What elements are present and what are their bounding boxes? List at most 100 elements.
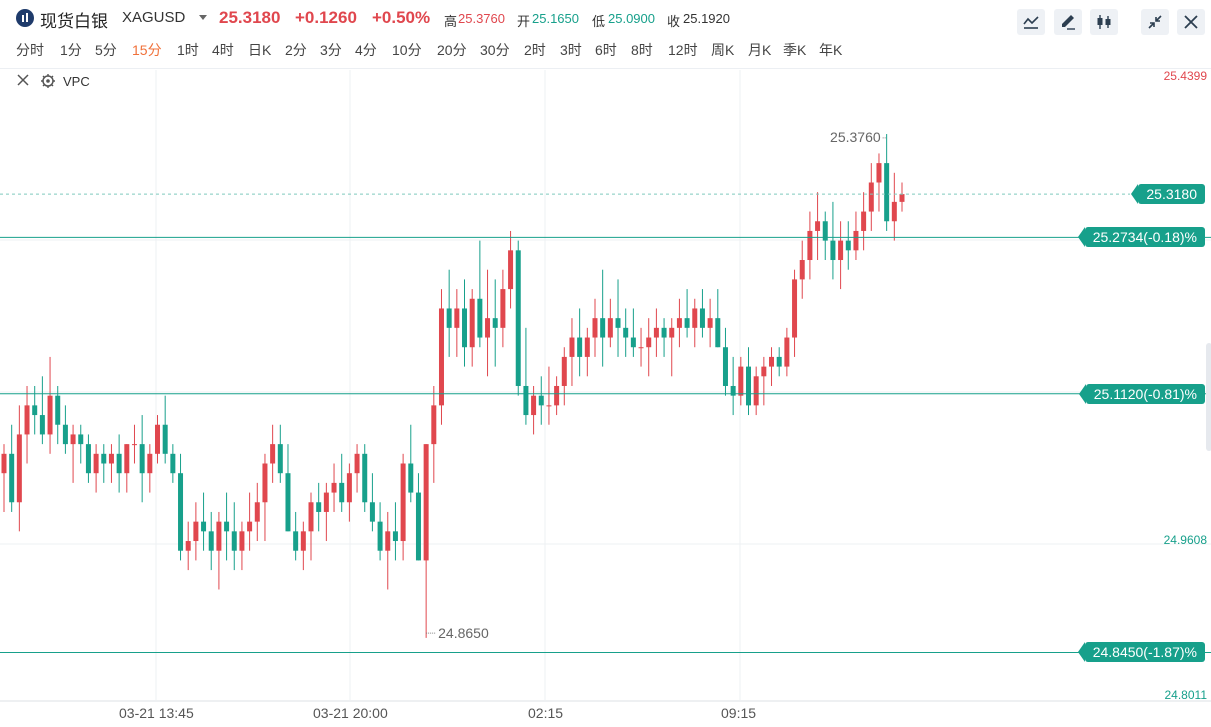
candle-body — [438, 308, 444, 406]
candle-body — [354, 453, 360, 474]
candle-body — [293, 531, 299, 551]
candle-body — [423, 444, 429, 561]
candle-body — [208, 531, 214, 551]
candle-body — [185, 541, 191, 551]
candle-body — [62, 424, 68, 445]
toolbar-divider — [0, 68, 1211, 69]
draw-tool-icon[interactable] — [1054, 9, 1082, 35]
period-tab[interactable]: 30分 — [480, 42, 510, 58]
candle-body — [707, 318, 713, 328]
period-tab[interactable]: 日K — [248, 42, 272, 58]
symbol-dropdown-icon[interactable] — [199, 15, 207, 20]
candle-body — [676, 318, 682, 328]
level-tag: 24.8450(-1.87)% — [1077, 642, 1205, 663]
candle-body — [377, 521, 383, 551]
candle-body — [715, 318, 721, 348]
candle-body — [730, 385, 736, 396]
candle-body — [147, 453, 153, 474]
y-axis-tick: 24.9608 — [1163, 533, 1207, 548]
candle-body — [392, 531, 398, 542]
symbol-name[interactable]: 现货白银 — [40, 12, 108, 31]
candle-body — [477, 298, 483, 338]
close-label: 收 — [667, 14, 681, 29]
period-tab[interactable]: 1分 — [60, 42, 82, 58]
indicator-settings-icon[interactable] — [40, 73, 56, 89]
period-tab[interactable]: 20分 — [437, 42, 467, 58]
candle-body — [584, 337, 590, 357]
period-tab[interactable]: 月K — [748, 42, 772, 58]
candle-body — [400, 463, 406, 542]
period-tab[interactable]: 3时 — [560, 42, 582, 58]
candle-body — [561, 356, 567, 386]
candle-body — [408, 463, 414, 493]
candle-body — [538, 395, 544, 406]
indicator-close-icon[interactable] — [16, 73, 30, 87]
candle-type-icon[interactable] — [1090, 9, 1118, 35]
candle-body — [807, 230, 813, 261]
collapse-icon[interactable] — [1141, 9, 1169, 35]
period-tab[interactable]: 2时 — [524, 42, 546, 58]
candle-body — [799, 260, 805, 280]
period-tab[interactable]: 5分 — [95, 42, 117, 58]
period-tab[interactable]: 4时 — [212, 42, 234, 58]
candle-body — [508, 250, 514, 290]
period-tab[interactable]: 12时 — [668, 42, 698, 58]
candle-body — [285, 473, 291, 532]
candle-body — [569, 337, 575, 357]
candle-body — [653, 327, 659, 338]
candle-body — [876, 163, 882, 183]
period-tab[interactable]: 2分 — [285, 42, 307, 58]
level-tag: 25.1120(-0.81)% — [1078, 383, 1205, 404]
open-value: 25.1650 — [532, 11, 579, 26]
close-icon[interactable] — [1177, 9, 1205, 35]
candle-body — [316, 502, 322, 512]
candle-body — [47, 395, 53, 435]
candle-body — [661, 327, 667, 338]
period-tab[interactable]: 年K — [819, 42, 843, 58]
candle-body — [684, 318, 690, 328]
candle-body — [254, 502, 260, 522]
period-tab[interactable]: 1时 — [177, 42, 199, 58]
candle-body — [247, 521, 253, 532]
candle-body — [515, 250, 521, 386]
candle-body — [369, 502, 375, 522]
candle-body — [262, 463, 268, 503]
price-scale-handle[interactable] — [1206, 343, 1211, 451]
period-tab[interactable]: 10分 — [392, 42, 422, 58]
low-value: 25.0900 — [608, 11, 655, 26]
x-axis-tick: 09:15 — [721, 705, 757, 721]
candle-body — [454, 308, 460, 328]
candle-body — [776, 356, 782, 367]
candle-body — [500, 289, 506, 328]
candle-body — [891, 201, 897, 222]
period-tab[interactable]: 8时 — [631, 42, 653, 58]
period-tab[interactable]: 4分 — [355, 42, 377, 58]
candle-body — [32, 405, 38, 416]
candle-body — [838, 240, 844, 261]
symbol-code[interactable]: XAGUSD — [122, 9, 186, 26]
candle-body — [346, 473, 352, 503]
candle-body — [607, 318, 613, 338]
candle-body — [523, 385, 529, 416]
candle-body — [124, 444, 130, 474]
period-tab[interactable]: 周K — [711, 42, 735, 58]
period-tab[interactable]: 3分 — [320, 42, 342, 58]
x-axis-tick: 03-21 13:45 — [119, 705, 194, 721]
candle-body — [78, 434, 84, 445]
period-tab[interactable]: 季K — [783, 42, 807, 58]
header-bar: 现货白银 XAGUSD 25.3180 +0.1260 +0.50% 高 25.… — [0, 0, 1211, 36]
period-tab[interactable]: 15分 — [132, 42, 162, 58]
candle-body — [339, 482, 345, 503]
candle-body — [39, 415, 45, 435]
price-change: +0.1260 — [295, 8, 357, 27]
period-tab[interactable]: 分时 — [16, 42, 44, 58]
candle-body — [699, 308, 705, 328]
candle-body — [139, 444, 145, 474]
period-tab[interactable]: 6时 — [595, 42, 617, 58]
candle-body — [170, 453, 176, 474]
indicator-name[interactable]: VPC — [63, 74, 90, 89]
candle-body — [131, 444, 137, 446]
line-tool-icon[interactable] — [1017, 9, 1045, 35]
candle-body — [415, 492, 421, 561]
